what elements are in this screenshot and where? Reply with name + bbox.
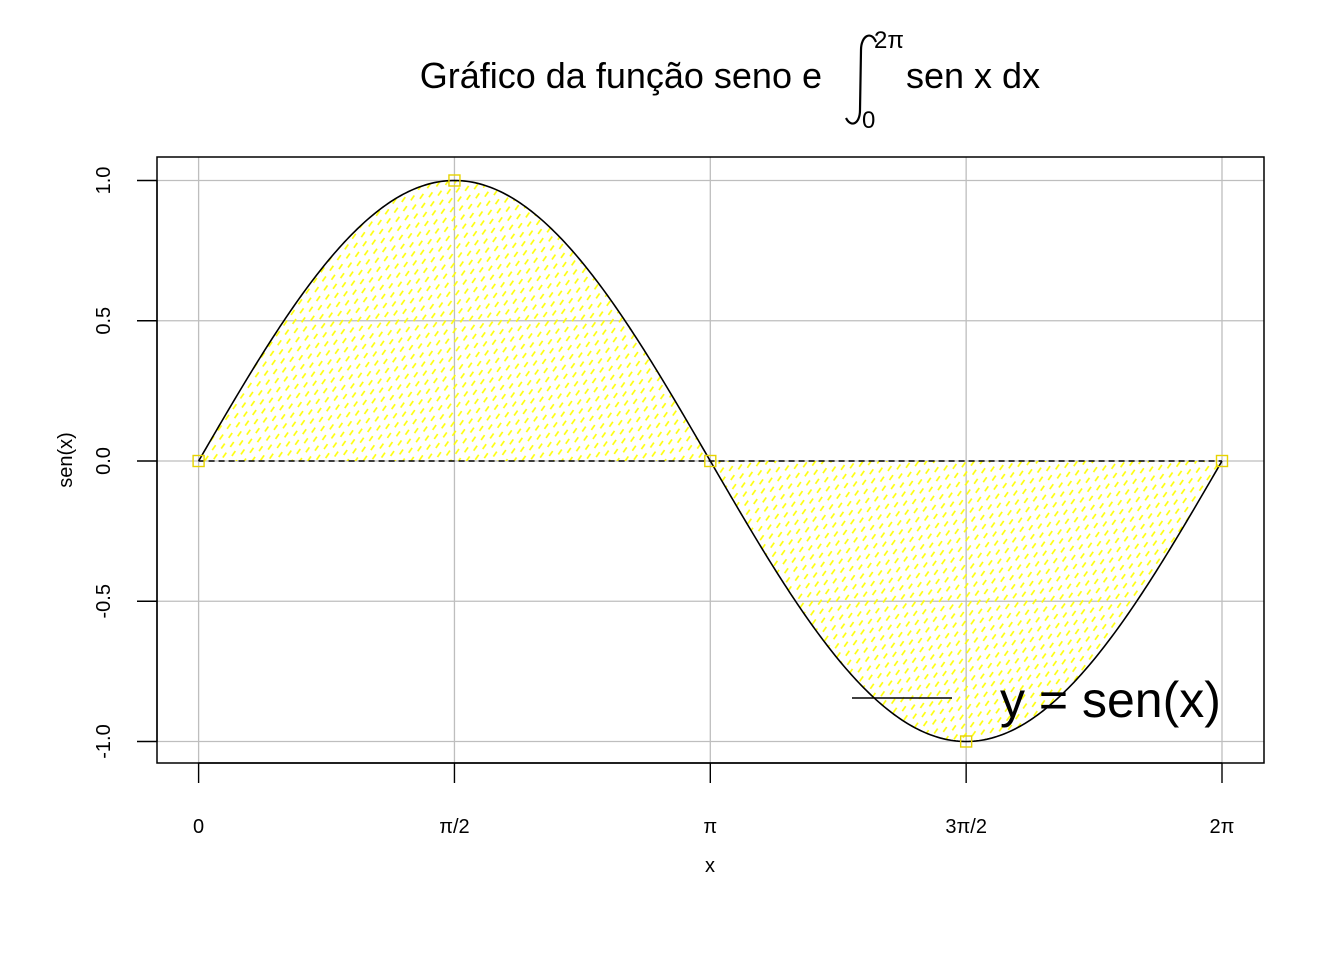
x-tick-label: π/2 xyxy=(439,816,469,838)
x-tick-label: π xyxy=(703,816,717,838)
series-lines xyxy=(197,179,1223,743)
y-tick-label: 0.5 xyxy=(93,307,115,335)
integral-lower-limit: 0 xyxy=(862,107,875,134)
x-tick-label: 3π/2 xyxy=(945,816,987,838)
y-axis-label: sen(x) xyxy=(55,432,77,488)
x-tick-label: 2π xyxy=(1210,816,1235,838)
y-tick-label: -0.5 xyxy=(93,584,115,618)
chart-title: Gráfico da função seno e 2π 0 sen x dx xyxy=(420,27,1040,134)
area-fill-positive xyxy=(198,180,711,461)
area-fill-negative xyxy=(710,461,1222,742)
integral-upper-limit: 2π xyxy=(874,27,904,54)
y-tick-label: 0.0 xyxy=(93,447,115,475)
point-marker xyxy=(1215,454,1229,468)
series-line xyxy=(197,179,1223,743)
title-text: Gráfico da função seno e xyxy=(420,55,822,96)
y-tick-label: 1.0 xyxy=(93,167,115,195)
legend: y = sen(x) xyxy=(852,672,1221,728)
integrand-text: sen x dx xyxy=(906,55,1040,96)
x-axis-label: x xyxy=(705,855,715,877)
plot-area xyxy=(157,157,1264,763)
legend-label: y = sen(x) xyxy=(1000,672,1221,728)
point-marker xyxy=(448,174,461,187)
integral-sign-icon xyxy=(845,34,878,125)
x-tick-label: 0 xyxy=(193,816,204,838)
point-markers xyxy=(192,174,1229,748)
y-axis: -1.0 -0.5 0.0 0.5 1.0 xyxy=(93,167,158,759)
y-tick-label: -1.0 xyxy=(93,724,115,758)
x-axis: 0 π/2 π 3π/2 2π xyxy=(193,762,1235,838)
point-marker xyxy=(192,454,205,468)
point-marker xyxy=(959,735,973,748)
area-fills xyxy=(198,180,1222,742)
point-marker xyxy=(704,454,717,468)
